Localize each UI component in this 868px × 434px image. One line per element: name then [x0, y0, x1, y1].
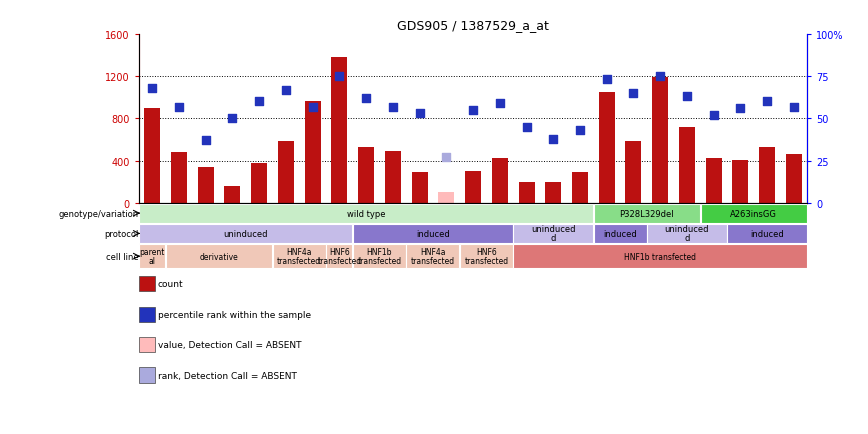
Bar — [545, 182, 562, 204]
Text: cell line: cell line — [106, 252, 138, 261]
Point — [654, 73, 667, 80]
Point — [466, 107, 480, 114]
Text: uninduced: uninduced — [224, 230, 268, 238]
Bar — [786, 155, 802, 204]
Bar — [594, 204, 700, 223]
Point — [787, 104, 801, 111]
Text: percentile rank within the sample: percentile rank within the sample — [158, 310, 311, 319]
Point — [600, 77, 614, 84]
Bar — [166, 245, 273, 268]
Point — [573, 128, 587, 135]
Text: wild type: wild type — [347, 209, 385, 218]
Bar — [492, 158, 508, 204]
Bar — [438, 193, 454, 204]
Point — [386, 104, 400, 111]
Bar — [706, 158, 721, 204]
Text: HNF1b transfected: HNF1b transfected — [624, 252, 696, 261]
Bar — [358, 148, 374, 204]
Bar — [648, 224, 727, 243]
Point — [199, 138, 213, 145]
Text: HNF6
transfected: HNF6 transfected — [464, 247, 509, 266]
Bar — [198, 168, 214, 204]
Text: protocol: protocol — [104, 230, 138, 238]
Bar — [599, 93, 615, 204]
Bar — [139, 224, 352, 243]
Text: derivative: derivative — [200, 252, 239, 261]
Title: GDS905 / 1387529_a_at: GDS905 / 1387529_a_at — [398, 19, 549, 32]
Point — [733, 105, 747, 112]
Bar — [278, 141, 294, 204]
Bar — [465, 172, 481, 204]
Point — [439, 155, 453, 161]
Point — [707, 112, 720, 119]
Bar — [514, 245, 807, 268]
Bar — [626, 141, 641, 204]
Text: induced: induced — [603, 230, 637, 238]
Text: P328L329del: P328L329del — [620, 209, 674, 218]
Point — [760, 99, 774, 106]
Bar — [139, 245, 165, 268]
Bar — [225, 187, 240, 204]
Bar — [305, 102, 320, 204]
Bar — [353, 245, 406, 268]
Bar — [353, 224, 513, 243]
Bar — [385, 152, 401, 204]
Bar — [652, 78, 668, 204]
Point — [412, 111, 426, 118]
Text: rank, Detection Call = ABSENT: rank, Detection Call = ABSENT — [158, 371, 297, 380]
Point — [627, 90, 641, 97]
Text: HNF6
transfected: HNF6 transfected — [318, 247, 361, 266]
Bar — [332, 58, 347, 204]
Point — [332, 73, 346, 80]
Text: genotype/variation: genotype/variation — [58, 209, 138, 218]
Bar — [727, 224, 807, 243]
Bar — [460, 245, 513, 268]
Text: count: count — [158, 280, 184, 289]
Point — [546, 136, 560, 143]
Bar — [733, 160, 748, 204]
Point — [253, 99, 266, 106]
Bar — [326, 245, 352, 268]
Text: uninduced
d: uninduced d — [665, 225, 709, 243]
Point — [359, 95, 373, 102]
Text: value, Detection Call = ABSENT: value, Detection Call = ABSENT — [158, 341, 301, 349]
Point — [145, 85, 159, 92]
Bar — [273, 245, 326, 268]
Bar — [411, 173, 428, 204]
Bar — [518, 182, 535, 204]
Bar — [144, 108, 161, 204]
Point — [520, 124, 534, 131]
Text: HNF1b
transfected: HNF1b transfected — [358, 247, 402, 266]
Bar — [406, 245, 459, 268]
Bar — [572, 173, 588, 204]
Bar — [679, 128, 695, 204]
Text: induced: induced — [750, 230, 784, 238]
Bar — [171, 153, 187, 204]
Point — [680, 94, 694, 101]
Text: induced: induced — [416, 230, 450, 238]
Bar — [139, 204, 593, 223]
Bar — [251, 164, 267, 204]
Point — [172, 104, 186, 111]
Text: parent
al: parent al — [140, 247, 165, 266]
Bar — [700, 204, 807, 223]
Point — [226, 115, 240, 122]
Bar — [760, 148, 775, 204]
Text: uninduced
d: uninduced d — [531, 225, 575, 243]
Bar — [514, 224, 593, 243]
Text: HNF4a
transfected: HNF4a transfected — [277, 247, 321, 266]
Bar — [594, 224, 647, 243]
Point — [306, 104, 319, 111]
Point — [493, 100, 507, 107]
Text: A263insGG: A263insGG — [730, 209, 777, 218]
Point — [279, 87, 293, 94]
Text: HNF4a
transfected: HNF4a transfected — [411, 247, 455, 266]
